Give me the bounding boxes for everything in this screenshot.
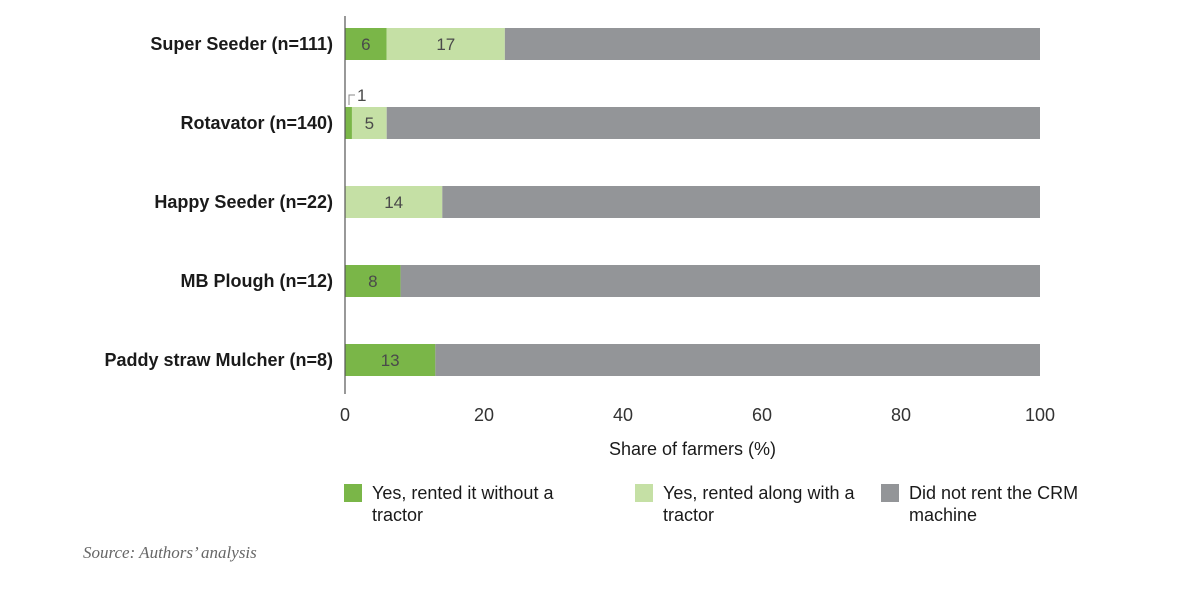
bar-segment <box>386 107 1040 139</box>
x-tick-label: 60 <box>752 405 772 425</box>
data-label: 5 <box>365 114 374 133</box>
category-label: Happy Seeder (n=22) <box>154 192 333 212</box>
data-label: 13 <box>381 351 400 370</box>
category-label: Super Seeder (n=111) <box>150 34 333 54</box>
legend-label: Yes, rented along with a tractor <box>663 483 855 525</box>
legend-label: Did not rent the CRM machine <box>909 483 1079 525</box>
stacked-bar-chart: 6 17 1 5 14 8 13 Super Seeder (n=111) Rotavator… <box>104 16 1055 459</box>
data-label: 17 <box>436 35 455 54</box>
data-label: 1 <box>357 86 366 105</box>
x-tick-label: 20 <box>474 405 494 425</box>
bar-segment <box>442 186 1040 218</box>
x-tick-labels: 0 20 40 60 80 100 <box>340 405 1055 425</box>
legend-swatch-light-green <box>635 484 653 502</box>
bar-segment <box>345 344 436 376</box>
data-label: 14 <box>384 193 403 212</box>
bar-segment <box>345 265 401 297</box>
category-labels: Super Seeder (n=111) Rotavator (n=140) Hap… <box>104 34 333 370</box>
x-tick-label: 40 <box>613 405 633 425</box>
callout-line <box>348 94 355 105</box>
x-axis-title: Share of farmers (%) <box>609 439 776 459</box>
bar-segment <box>435 344 1041 376</box>
source-note: Source: Authors’ analysis <box>83 543 257 562</box>
data-label: 6 <box>361 35 370 54</box>
x-tick-label: 80 <box>891 405 911 425</box>
legend-label: Yes, rented it without a tractor <box>372 483 554 525</box>
legend-swatch-grey <box>881 484 899 502</box>
bar-segment <box>386 28 505 60</box>
category-label: Paddy straw Mulcher (n=8) <box>104 350 333 370</box>
bar-group: 6 17 1 5 14 8 13 <box>345 28 1041 376</box>
bar-segment <box>351 107 387 139</box>
bar-segment <box>504 28 1041 60</box>
bar-segment <box>345 107 352 139</box>
legend-item-did-not-rent: Did not rent the CRM machine <box>881 482 1119 526</box>
bar-segment <box>345 186 443 218</box>
category-label: MB Plough (n=12) <box>181 271 334 291</box>
legend-swatch-green <box>344 484 362 502</box>
legend-item-rented-without-tractor: Yes, rented it without a tractor <box>344 482 582 526</box>
legend-item-rented-with-tractor: Yes, rented along with a tractor <box>635 482 873 526</box>
data-label: 8 <box>368 272 377 291</box>
bar-segment <box>345 28 387 60</box>
category-label: Rotavator (n=140) <box>180 113 333 133</box>
x-tick-label: 100 <box>1025 405 1055 425</box>
bar-segment <box>400 265 1041 297</box>
legend: Yes, rented it without a tractor Yes, re… <box>344 482 1104 532</box>
x-tick-label: 0 <box>340 405 350 425</box>
